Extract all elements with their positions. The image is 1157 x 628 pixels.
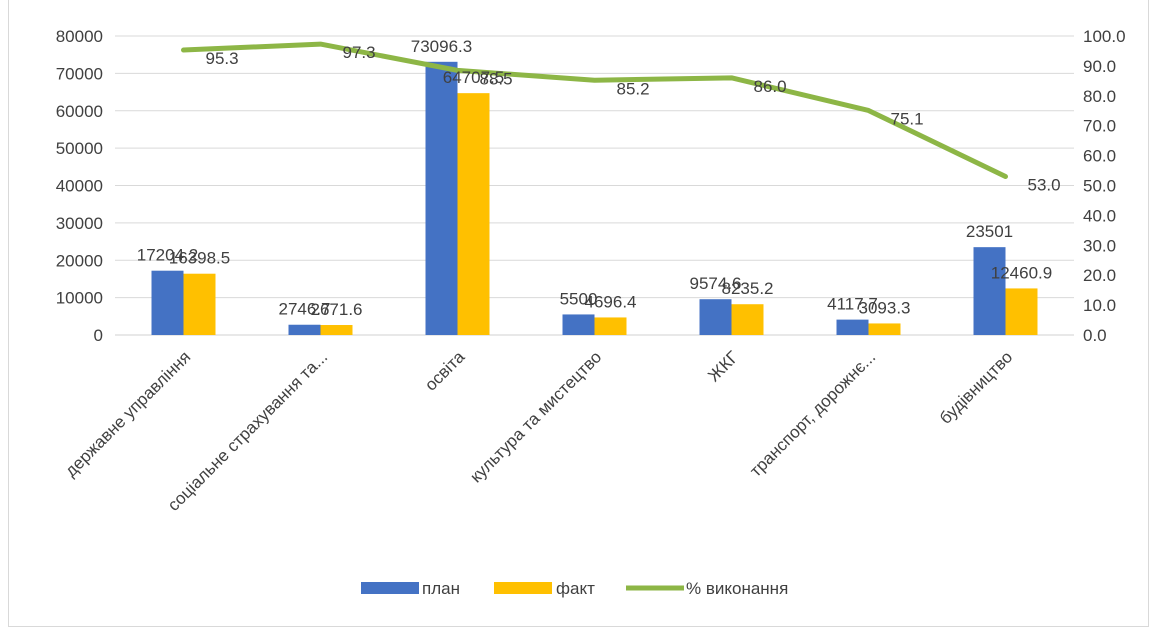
legend-label-percent: % виконання xyxy=(686,579,788,598)
data-label-percent: 75.1 xyxy=(891,109,924,128)
bar-plan xyxy=(836,319,869,335)
data-label-percent: 95.3 xyxy=(206,49,239,68)
bars xyxy=(151,61,1038,335)
chart-frame: 0 10000 20000 30000 40000 50000 60000 70000 8000… xyxy=(8,0,1149,627)
bar-fakt xyxy=(320,325,353,335)
right-tick-label: 60.0 xyxy=(1083,147,1116,166)
bar-fakt xyxy=(183,273,216,335)
right-tick-label: 30.0 xyxy=(1083,236,1116,255)
bar-fakt xyxy=(868,323,901,335)
data-label-percent: 97.3 xyxy=(343,43,376,62)
left-tick-label: 60000 xyxy=(56,102,103,121)
data-label-fakt: 2671.6 xyxy=(311,300,363,319)
bar-plan xyxy=(699,299,732,335)
left-tick-label: 80000 xyxy=(56,27,103,46)
data-label-percent: 53.0 xyxy=(1028,176,1061,195)
bar-fakt xyxy=(1005,288,1038,335)
bar-plan xyxy=(562,314,595,335)
data-label-percent: 88.5 xyxy=(480,69,513,88)
percent-line xyxy=(181,41,1008,180)
left-tick-label: 30000 xyxy=(56,214,103,233)
left-tick-label: 0 xyxy=(94,326,103,345)
category-label: соціальне страхування та... xyxy=(164,347,331,514)
data-label-fakt: 4696.4 xyxy=(585,292,637,311)
data-label-plan: 5500 xyxy=(560,289,598,308)
legend: план факт % виконання xyxy=(361,579,788,598)
data-label-plan: 23501 xyxy=(966,222,1013,241)
bar-fakt xyxy=(457,93,490,335)
right-axis-ticks: 0.0 10.0 20.0 30.0 40.0 50.0 60.0 70.0 80.0 90.0 1… xyxy=(1083,27,1126,345)
category-label: освіта xyxy=(421,347,469,395)
data-label-fakt: 16398.5 xyxy=(169,249,230,268)
left-tick-label: 50000 xyxy=(56,139,103,158)
data-label-fakt: 64707.5 xyxy=(443,68,504,87)
legend-label-plan: план xyxy=(422,579,460,598)
bar-plan xyxy=(425,61,458,335)
combo-chart: 0 10000 20000 30000 40000 50000 60000 70000 8000… xyxy=(56,27,1126,598)
right-tick-label: 10.0 xyxy=(1083,296,1116,315)
left-tick-label: 70000 xyxy=(56,64,103,83)
right-tick-label: 90.0 xyxy=(1083,57,1116,76)
left-tick-label: 40000 xyxy=(56,177,103,196)
left-axis-ticks: 0 10000 20000 30000 40000 50000 60000 70000 8000… xyxy=(56,27,103,345)
category-label: культура та мистецтво xyxy=(466,347,605,486)
right-tick-label: 50.0 xyxy=(1083,177,1116,196)
right-tick-label: 100.0 xyxy=(1083,27,1126,46)
data-label-plan: 9574.6 xyxy=(690,274,742,293)
data-label-fakt: 8235.2 xyxy=(722,279,774,298)
data-label-plan: 4117.7 xyxy=(827,295,878,314)
left-tick-label: 20000 xyxy=(56,251,103,270)
data-label-plan: 17204.2 xyxy=(137,246,198,265)
right-tick-label: 70.0 xyxy=(1083,117,1116,136)
bar-plan xyxy=(288,324,321,335)
data-label-plan: 73096.3 xyxy=(411,37,472,56)
category-label: транспорт, дорожнє... xyxy=(746,347,879,480)
gridlines xyxy=(115,35,1074,336)
category-label: будівництво xyxy=(936,347,1016,427)
data-label-fakt: 12460.9 xyxy=(991,263,1052,282)
bar-plan xyxy=(973,247,1006,335)
bar-plan xyxy=(151,270,184,335)
data-label-percent: 86.0 xyxy=(754,77,787,96)
category-label: ЖКГ xyxy=(704,347,742,385)
right-tick-label: 20.0 xyxy=(1083,266,1116,285)
data-label-fakt: 3093.3 xyxy=(859,298,911,317)
legend-label-fakt: факт xyxy=(556,579,595,598)
bar-fakt xyxy=(594,317,627,335)
legend-swatch-fakt xyxy=(494,582,552,594)
category-label: державне управління xyxy=(61,347,194,480)
right-tick-label: 80.0 xyxy=(1083,87,1116,106)
data-label-percent: 85.2 xyxy=(617,79,650,98)
left-tick-label: 10000 xyxy=(56,289,103,308)
legend-swatch-plan xyxy=(361,582,419,594)
right-tick-label: 0.0 xyxy=(1083,326,1107,345)
data-label-plan: 2746.7 xyxy=(279,300,331,319)
bar-fakt xyxy=(731,304,764,335)
right-tick-label: 40.0 xyxy=(1083,206,1116,225)
